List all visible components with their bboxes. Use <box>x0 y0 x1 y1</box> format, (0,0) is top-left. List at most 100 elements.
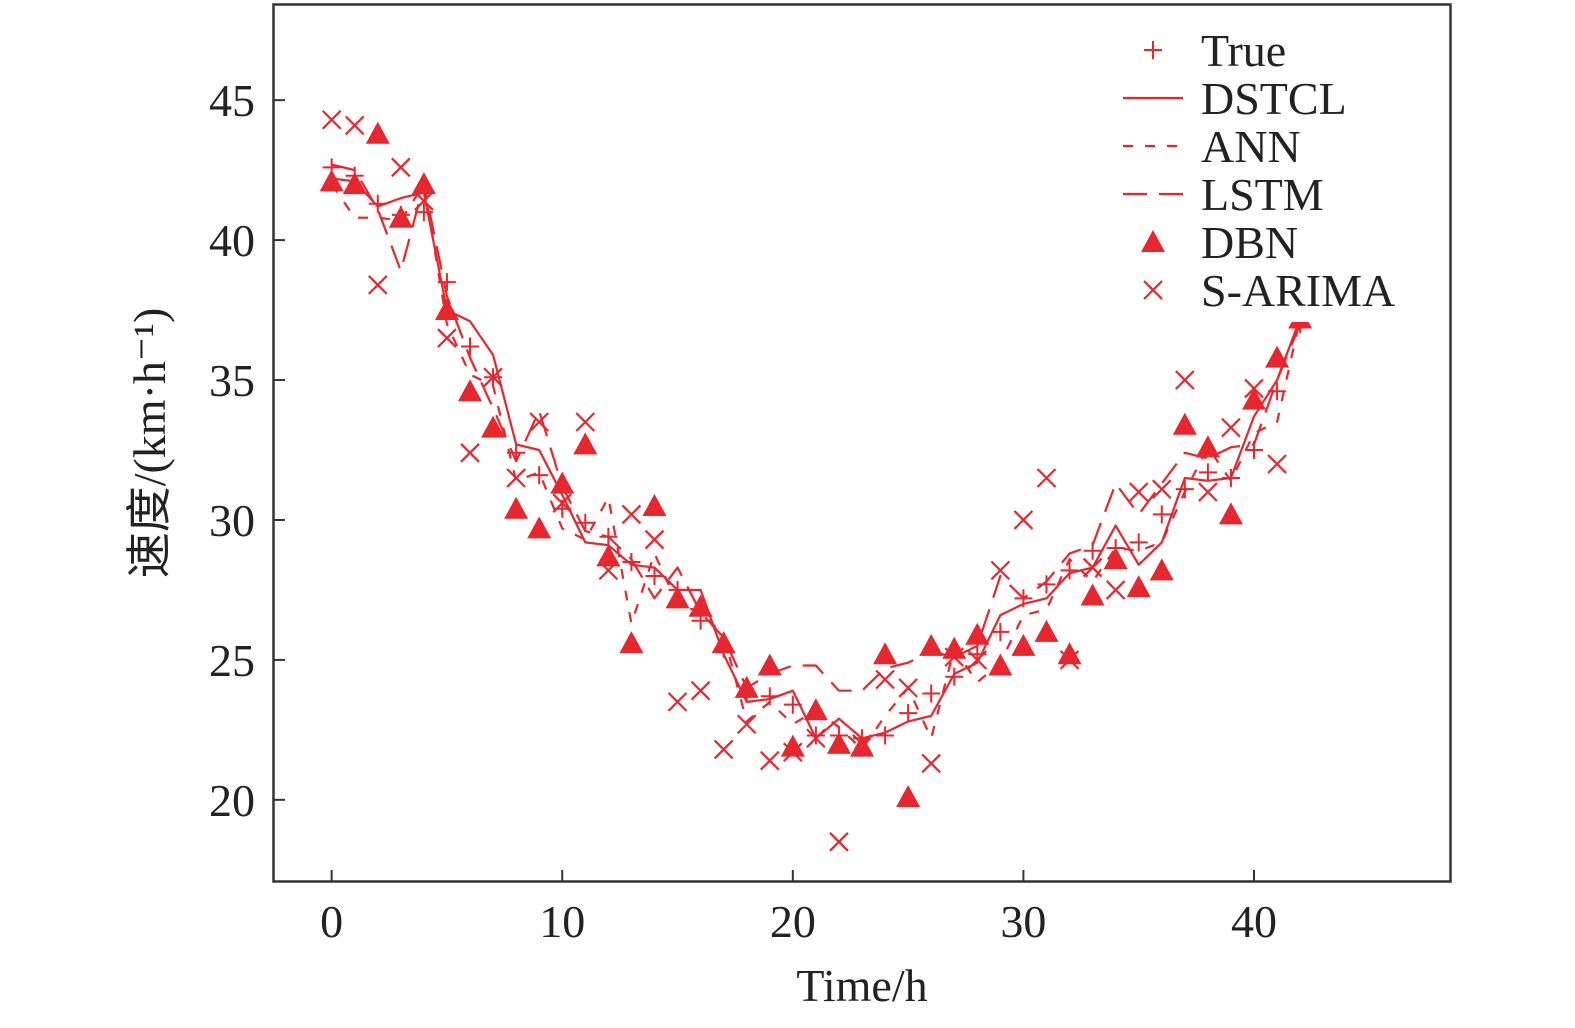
tick-labels: 0 10 20 30 40 20 25 30 35 40 45 <box>209 75 1277 947</box>
point-s-arima-9 <box>529 412 549 432</box>
point-dbn-33 <box>1080 583 1105 606</box>
point-s-arima-16 <box>690 680 711 701</box>
point-dbn-12 <box>596 544 621 567</box>
point-s-arima-39 <box>1221 417 1241 438</box>
point-dbn-4 <box>411 172 436 195</box>
series-dbn <box>319 121 1313 808</box>
point-true-37 <box>1175 480 1194 499</box>
point-dbn-0 <box>319 169 344 192</box>
y-axis-label: 速度/(km·h⁻¹) <box>124 308 175 579</box>
x-tick-label-40: 40 <box>1231 896 1277 947</box>
point-dbn-38 <box>1195 435 1220 458</box>
point-dbn-40 <box>1242 387 1266 410</box>
point-s-arima-37 <box>1175 370 1195 390</box>
point-true-21 <box>806 726 825 745</box>
point-dbn-30 <box>1011 633 1036 656</box>
point-s-arima-32 <box>1059 650 1080 670</box>
point-dbn-15 <box>665 586 690 609</box>
point-dbn-13 <box>619 631 644 654</box>
point-s-arima-31 <box>1036 468 1057 488</box>
point-dbn-32 <box>1057 642 1082 665</box>
point-true-31 <box>1037 575 1056 594</box>
x-tick-label-20: 20 <box>770 896 816 947</box>
legend-label-s-arima: S-ARIMA <box>1201 265 1395 316</box>
point-s-arima-33 <box>1082 557 1103 578</box>
point-dbn-16 <box>688 594 713 617</box>
point-dbn-29 <box>988 653 1013 676</box>
series-line-lstm <box>331 163 1302 692</box>
point-dbn-1 <box>342 172 367 195</box>
legend-label-true: True <box>1201 25 1286 76</box>
legend-item-dbn: DBN <box>1141 217 1298 268</box>
point-dbn-24 <box>873 642 898 665</box>
point-dbn-26 <box>919 633 944 656</box>
point-true-13 <box>622 552 641 571</box>
x-tick-label-30: 30 <box>1000 896 1046 947</box>
y-tick-label-35: 35 <box>209 355 255 406</box>
point-s-arima-26 <box>921 753 941 774</box>
point-s-arima-14 <box>644 529 665 550</box>
point-s-arima-22 <box>829 832 849 852</box>
point-s-arima-24 <box>875 669 895 690</box>
point-s-arima-35 <box>1128 482 1149 502</box>
point-dbn-36 <box>1149 558 1174 581</box>
legend-label-lstm: LSTM <box>1201 169 1324 220</box>
point-s-arima-6 <box>460 443 480 463</box>
axis-ticks <box>274 99 1255 881</box>
y-tick-label-40: 40 <box>209 215 255 266</box>
point-s-arima-13 <box>621 504 642 525</box>
point-s-arima-4 <box>414 191 434 211</box>
point-true-35 <box>1129 533 1148 552</box>
legend-label-ann: ANN <box>1201 121 1301 172</box>
series-lstm <box>331 163 1302 692</box>
point-s-arima-40 <box>1244 378 1264 399</box>
point-dbn-18 <box>734 675 759 698</box>
point-s-arima-7 <box>483 367 503 388</box>
legend-item-true: True <box>1144 25 1286 76</box>
point-dbn-34 <box>1103 547 1128 570</box>
point-s-arima-1 <box>344 115 365 136</box>
point-true-32 <box>1060 561 1079 580</box>
point-dbn-3 <box>388 205 413 228</box>
point-s-arima-30 <box>1013 510 1034 530</box>
legend-label-dstcl: DSTCL <box>1201 73 1347 124</box>
point-s-arima-15 <box>667 692 688 712</box>
point-dbn-20 <box>780 734 805 757</box>
point-s-arima-10 <box>552 493 573 513</box>
point-true-6 <box>461 337 479 356</box>
point-dbn-25 <box>896 785 921 808</box>
point-s-arima-25 <box>898 678 918 698</box>
point-s-arima-36 <box>1151 479 1172 499</box>
plot-frame <box>272 3 1452 883</box>
point-dbn-5 <box>434 298 459 321</box>
point-s-arima-28 <box>967 650 988 670</box>
legend-swatch-s-arima <box>1143 280 1163 300</box>
point-true-26 <box>922 684 941 703</box>
point-s-arima-23 <box>852 734 872 754</box>
point-dbn-2 <box>365 121 390 144</box>
point-dbn-6 <box>458 379 482 402</box>
point-s-arima-18 <box>736 714 757 735</box>
point-s-arima-21 <box>806 728 826 749</box>
point-true-29 <box>991 622 1010 641</box>
point-dbn-10 <box>550 471 575 494</box>
point-s-arima-29 <box>990 560 1011 581</box>
point-true-36 <box>1152 505 1171 524</box>
y-tick-label-45: 45 <box>209 75 255 126</box>
point-dbn-11 <box>573 432 598 455</box>
legend-swatch-true <box>1144 41 1162 59</box>
plot-marks <box>319 109 1313 852</box>
point-true-14 <box>645 566 664 585</box>
point-true-38 <box>1198 463 1217 482</box>
point-s-arima-41 <box>1267 454 1287 474</box>
point-dbn-27 <box>942 636 967 659</box>
point-dbn-22 <box>826 731 851 754</box>
point-true-27 <box>945 667 964 686</box>
legend-item-lstm: LSTM <box>1123 169 1324 220</box>
point-s-arima-20 <box>783 742 803 763</box>
point-dbn-9 <box>527 516 552 539</box>
point-dbn-31 <box>1034 619 1059 642</box>
point-dbn-19 <box>757 653 782 676</box>
legend-item-ann: ANN <box>1123 121 1301 172</box>
